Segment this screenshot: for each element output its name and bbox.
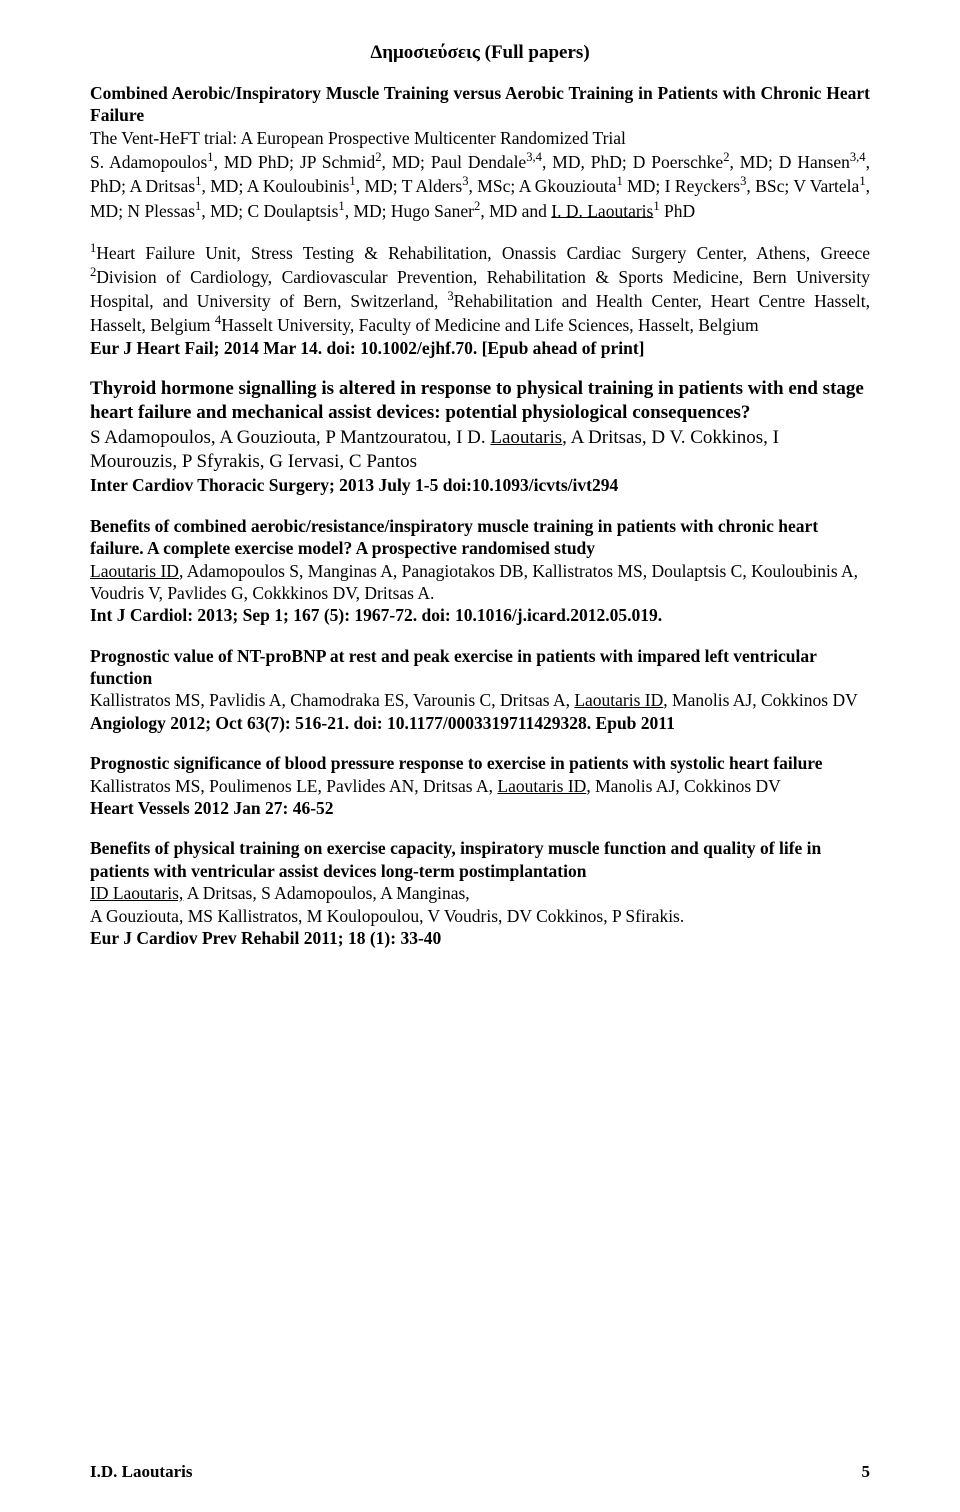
paper-5-authors: Kallistratos MS, Poulimenos LE, Pavlides… — [90, 775, 870, 797]
paper-5-title: Prognostic significance of blood pressur… — [90, 752, 870, 774]
paper-2: Thyroid hormone signalling is altered in… — [90, 377, 870, 497]
paper-1: Combined Aerobic/Inspiratory Muscle Trai… — [90, 82, 870, 222]
paper-4-title: Prognostic value of NT-proBNP at rest an… — [90, 645, 870, 690]
paper-2-journal: Inter Cardiov Thoracic Surgery; 2013 Jul… — [90, 474, 870, 496]
paper-6-authors-l1: ID Laoutaris, A Dritsas, S Adamopoulos, … — [90, 882, 870, 904]
paper-3: Benefits of combined aerobic/resistance/… — [90, 515, 870, 627]
paper-1-journal: Eur J Heart Fail; 2014 Mar 14. doi: 10.1… — [90, 337, 870, 359]
paper-6-authors-l2: A Gouziouta, MS Kallistratos, M Koulopou… — [90, 905, 870, 927]
paper-5-journal: Heart Vessels 2012 Jan 27: 46-52 — [90, 797, 870, 819]
paper-4-journal: Angiology 2012; Oct 63(7): 516-21. doi: … — [90, 712, 870, 734]
paper-1-subtitle: The Vent-HeFT trial: A European Prospect… — [90, 127, 870, 149]
paper-1-title: Combined Aerobic/Inspiratory Muscle Trai… — [90, 83, 870, 125]
paper-5: Prognostic significance of blood pressur… — [90, 752, 870, 819]
footer-author: I.D. Laoutaris — [90, 1462, 192, 1482]
paper-2-title: Thyroid hormone signalling is altered in… — [90, 377, 870, 426]
paper-6: Benefits of physical training on exercis… — [90, 837, 870, 949]
paper-1-authors: S. Adamopoulos1, MD PhD; JP Schmid2, MD;… — [90, 149, 870, 222]
paper-2-authors: S Adamopoulos, A Gouziouta, P Mantzourat… — [90, 426, 870, 475]
paper-1-affiliations: 1Heart Failure Unit, Stress Testing & Re… — [90, 240, 870, 359]
paper-3-authors: Laoutaris ID, Adamopoulos S, Manginas A,… — [90, 560, 870, 605]
paper-6-title: Benefits of physical training on exercis… — [90, 837, 870, 882]
paper-3-journal: Int J Cardiol: 2013; Sep 1; 167 (5): 196… — [90, 604, 870, 626]
paper-4-authors: Kallistratos MS, Pavlidis A, Chamodraka … — [90, 689, 870, 711]
footer-page-number: 5 — [862, 1462, 871, 1482]
page-title: Δημοσιεύσεις (Full papers) — [90, 42, 870, 64]
page-footer: I.D. Laoutaris 5 — [90, 1462, 870, 1482]
paper-3-title: Benefits of combined aerobic/resistance/… — [90, 515, 870, 560]
paper-4: Prognostic value of NT-proBNP at rest an… — [90, 645, 870, 735]
paper-6-journal: Eur J Cardiov Prev Rehabil 2011; 18 (1):… — [90, 927, 870, 949]
